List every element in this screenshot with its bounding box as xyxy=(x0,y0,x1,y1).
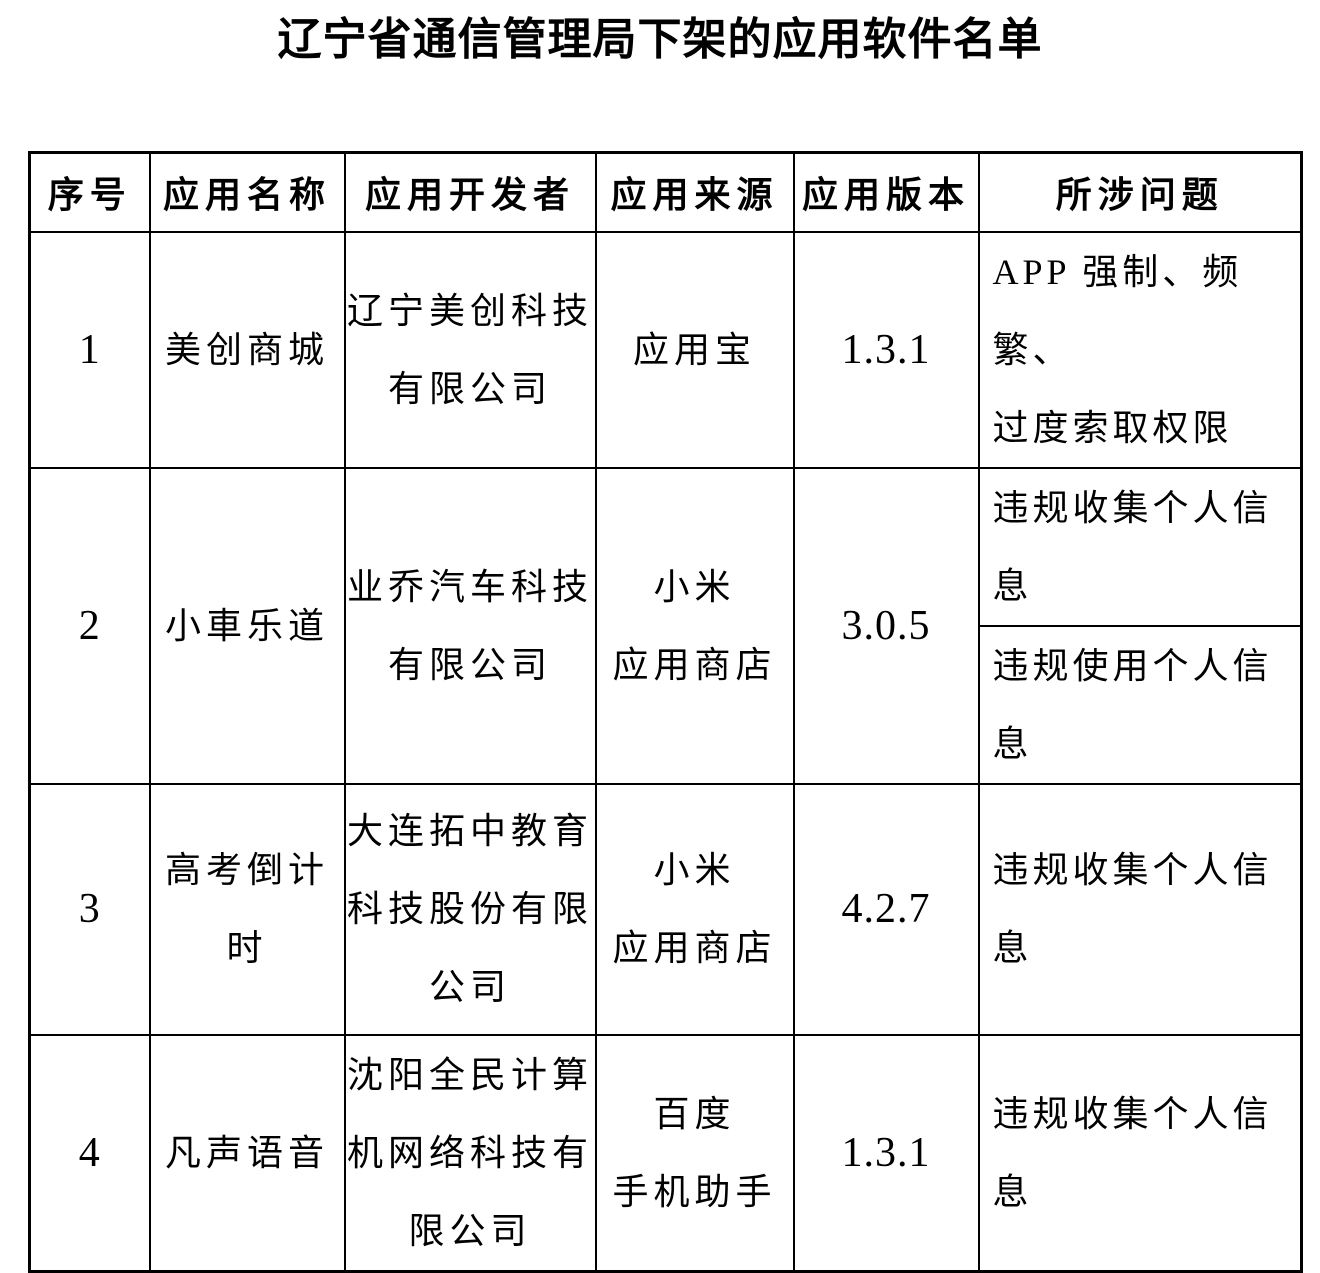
cell-issue: 违规收集个人信息 xyxy=(977,466,1303,627)
cell-developer: 大连拓中教育 科技股份有限 公司 xyxy=(343,782,597,1036)
cell-source: 应用宝 xyxy=(594,230,795,469)
cell-app-name: 高考倒计 时 xyxy=(148,782,346,1036)
col-header-issues: 所涉问题 xyxy=(977,151,1303,233)
cell-source: 小米 应用商店 xyxy=(594,782,795,1036)
table-row: 3 高考倒计 时 大连拓中教育 科技股份有限 公司 小米 应用商店 4.2.7 … xyxy=(28,782,1303,1036)
page-title: 辽宁省通信管理局下架的应用软件名单 xyxy=(277,15,1043,64)
cell-version: 1.3.1 xyxy=(792,1033,980,1272)
cell-app-name: 小車乐道 xyxy=(148,466,346,785)
cell-version: 1.3.1 xyxy=(792,230,980,469)
col-header-developer: 应用开发者 xyxy=(343,151,597,233)
table-row: 4 凡声语音 沈阳全民计算 机网络科技有 限公司 百度 手机助手 1.3.1 违… xyxy=(28,1033,1303,1272)
cell-app-name: 美创商城 xyxy=(148,230,346,469)
cell-index: 1 xyxy=(28,230,151,469)
cell-issue: 违规收集个人信息 xyxy=(977,782,1303,1036)
cell-developer: 业乔汽车科技 有限公司 xyxy=(343,466,597,785)
cell-index: 4 xyxy=(28,1033,151,1272)
col-header-index: 序号 xyxy=(28,151,151,233)
table-row-sub: 违规使用个人信息 xyxy=(30,624,1303,785)
col-header-app-name: 应用名称 xyxy=(148,151,346,233)
cell-source: 百度 手机助手 xyxy=(594,1033,795,1272)
cell-developer: 辽宁美创科技 有限公司 xyxy=(343,230,597,469)
cell-issue: APP 强制、频繁、 过度索取权限 xyxy=(977,230,1303,469)
col-header-version: 应用版本 xyxy=(792,151,980,233)
cell-app-name: 凡声语音 xyxy=(148,1033,346,1272)
cell-version: 3.0.5 xyxy=(792,466,980,785)
cell-index: 3 xyxy=(28,782,151,1036)
table-row: 1 美创商城 辽宁美创科技 有限公司 应用宝 1.3.1 APP 强制、频繁、 … xyxy=(28,230,1303,469)
cell-source: 小米 应用商店 xyxy=(594,466,795,785)
cell-version: 4.2.7 xyxy=(792,782,980,1036)
table-header-row: 序号 应用名称 应用开发者 应用来源 应用版本 所涉问题 xyxy=(28,151,1303,233)
cell-issue: 违规收集个人信息 xyxy=(977,1033,1303,1272)
cell-issue: 违规使用个人信息 xyxy=(977,624,1303,785)
app-removal-table: 序号 应用名称 应用开发者 应用来源 应用版本 所涉问题 1 美创商城 辽宁美创… xyxy=(28,151,1303,1273)
table-row: 2 小車乐道 业乔汽车科技 有限公司 小米 应用商店 3.0.5 违规收集个人信… xyxy=(28,466,1303,785)
col-header-source: 应用来源 xyxy=(594,151,795,233)
cell-developer: 沈阳全民计算 机网络科技有 限公司 xyxy=(343,1033,597,1272)
cell-index: 2 xyxy=(28,466,151,785)
